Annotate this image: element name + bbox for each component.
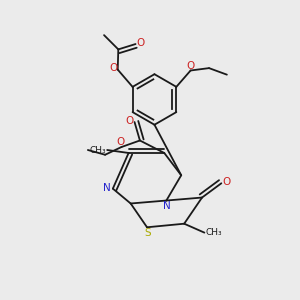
Text: CH₃: CH₃ — [206, 228, 223, 237]
Text: O: O — [116, 137, 124, 147]
Text: O: O — [110, 63, 118, 74]
Text: O: O — [187, 61, 195, 71]
Text: S: S — [144, 228, 151, 238]
Text: O: O — [137, 38, 145, 48]
Text: O: O — [223, 177, 231, 187]
Text: CH₃: CH₃ — [89, 146, 106, 154]
Text: N: N — [103, 183, 111, 193]
Text: N: N — [163, 202, 171, 212]
Text: O: O — [125, 116, 133, 126]
